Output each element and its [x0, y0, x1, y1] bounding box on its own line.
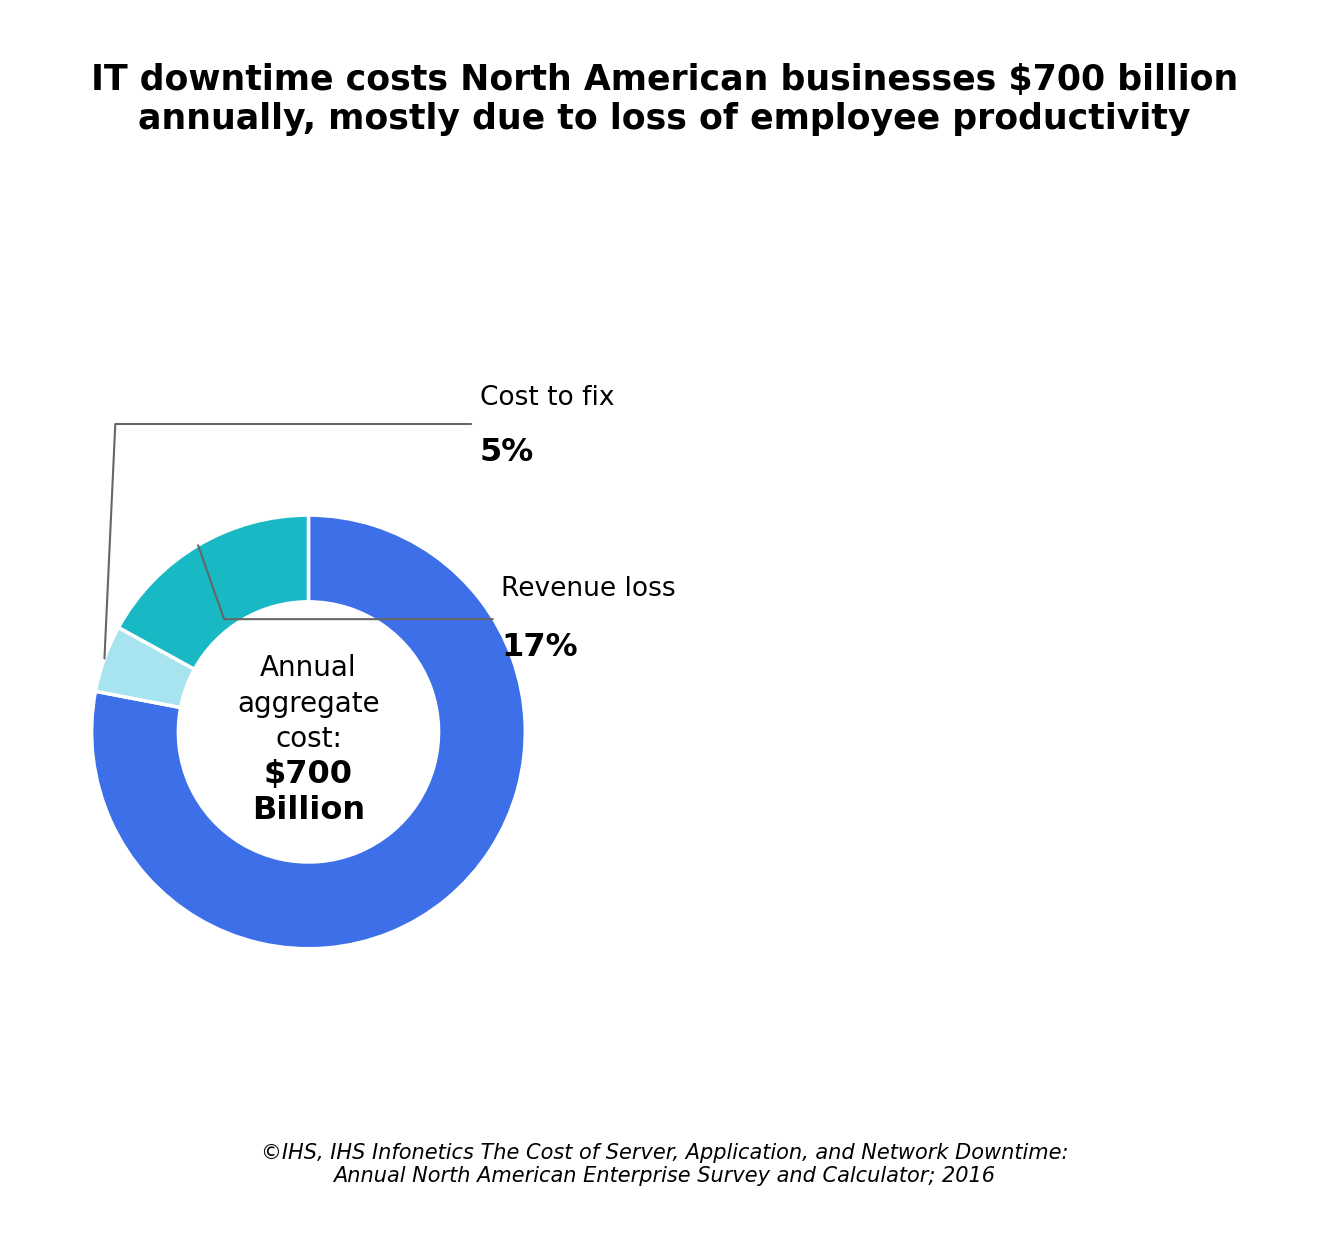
Text: 17%: 17%: [501, 631, 578, 663]
Text: $700
Billion: $700 Billion: [253, 759, 365, 826]
Wedge shape: [96, 628, 194, 708]
Wedge shape: [92, 515, 525, 949]
Text: 5%: 5%: [480, 437, 534, 468]
Text: ©IHS, IHS Infonetics The Cost of Server, Application, and Network Downtime:
Annu: ©IHS, IHS Infonetics The Cost of Server,…: [260, 1143, 1069, 1186]
Text: Revenue loss: Revenue loss: [501, 576, 676, 602]
Text: Cost to fix: Cost to fix: [480, 385, 614, 410]
Text: IT downtime costs North American businesses $700 billion
annually, mostly due to: IT downtime costs North American busines…: [90, 63, 1239, 136]
Text: Annual
aggregate
cost:: Annual aggregate cost:: [237, 654, 380, 753]
Wedge shape: [118, 515, 308, 669]
